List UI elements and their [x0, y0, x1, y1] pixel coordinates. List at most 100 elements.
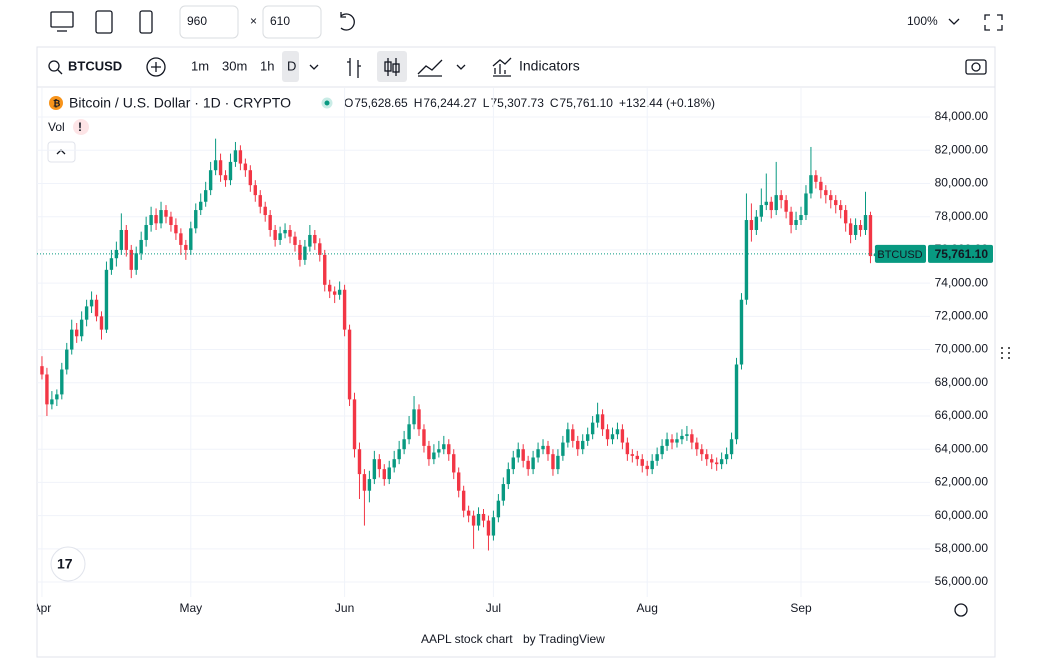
- y-tick-label: 58,000.00: [935, 541, 989, 555]
- candle-body: [710, 459, 714, 463]
- candle-body: [516, 449, 520, 458]
- plot-area: Apr May Jun Jul Aug Sep: [37, 88, 930, 615]
- candle-body: [491, 517, 496, 536]
- candle-body: [402, 439, 406, 450]
- candle-body: [179, 233, 183, 245]
- tv-logo[interactable]: [50, 546, 86, 582]
- tv-logo-glyph: 17: [57, 556, 73, 572]
- price-tag-label: 75,761.10: [935, 247, 989, 261]
- candle-body: [342, 289, 347, 330]
- candle-body: [501, 484, 506, 501]
- candle-body: [739, 299, 744, 365]
- candle-body: [208, 170, 213, 191]
- reset-icon[interactable]: [340, 12, 355, 31]
- interval[interactable]: 1h: [260, 58, 274, 73]
- candle-body: [144, 225, 148, 240]
- x-tick-label: Jul: [486, 601, 501, 615]
- candle-body: [779, 195, 783, 201]
- candle-body: [45, 374, 49, 405]
- symbol[interactable]: BTCUSD: [68, 58, 122, 73]
- candles-icon[interactable]: [387, 58, 397, 76]
- zoom-chevron[interactable]: [948, 18, 960, 25]
- candle-body: [749, 220, 754, 230]
- candle-body: [566, 429, 570, 443]
- candle-body: [546, 445, 550, 455]
- candle-body: [253, 185, 257, 196]
- footer-by: by TradingView: [523, 632, 605, 646]
- times-sign: ×: [250, 14, 257, 28]
- candle-body: [695, 442, 699, 450]
- footer-link[interactable]: AAPL stock chart: [421, 632, 513, 646]
- candle-body: [799, 215, 803, 221]
- y-tick-label: 84,000.00: [935, 109, 989, 123]
- y-tick-label: 68,000.00: [935, 375, 989, 389]
- area-icon[interactable]: [417, 59, 443, 77]
- candle-body: [610, 434, 615, 440]
- collapse-button[interactable]: [47, 141, 76, 163]
- zoom-value[interactable]: 100%: [907, 14, 938, 28]
- phone-icon[interactable]: [139, 10, 153, 34]
- candle-body: [139, 239, 143, 254]
- width-input[interactable]: [179, 5, 239, 39]
- candle-body: [809, 175, 813, 194]
- candle-body: [670, 439, 674, 443]
- candle-body: [561, 442, 565, 456]
- candle-body: [303, 246, 307, 260]
- candle-body: [99, 316, 104, 330]
- y-tick-label: 60,000.00: [935, 508, 989, 522]
- y-tick-label: 80,000.00: [935, 176, 989, 190]
- candle-body: [258, 195, 262, 207]
- candle-body: [774, 195, 778, 211]
- candle-body: [417, 409, 421, 430]
- legend-key: H: [414, 96, 423, 110]
- fullscreen-icon[interactable]: [984, 14, 1003, 31]
- interval[interactable]: 30m: [222, 58, 247, 73]
- candle-body: [660, 445, 664, 455]
- candle-body: [55, 394, 59, 400]
- tablet-icon[interactable]: [95, 10, 113, 34]
- candle-body: [114, 249, 119, 259]
- candle-body: [769, 201, 773, 211]
- vol-warning[interactable]: [73, 119, 89, 135]
- symbol-tag: [875, 244, 926, 263]
- candle-body: [843, 210, 848, 224]
- indicators-button[interactable]: Indicators: [519, 58, 580, 74]
- candle-body: [377, 459, 382, 470]
- candle-body: [839, 205, 843, 211]
- candle-body: [744, 220, 749, 300]
- legend-value: 75,307.73: [490, 96, 544, 110]
- candle-body: [50, 399, 54, 405]
- widget-toolbar: BTCUSD 1m 30m 1h D Indicators: [48, 51, 987, 82]
- compare-icon[interactable]: [146, 57, 166, 77]
- camera-icon[interactable]: [965, 59, 987, 75]
- resize-handle[interactable]: [1001, 347, 1010, 359]
- height-input[interactable]: [262, 5, 322, 39]
- candle-body: [228, 161, 233, 181]
- interval-chevron[interactable]: [309, 64, 319, 70]
- candle-body: [134, 253, 138, 270]
- candle-body: [233, 150, 238, 162]
- settings-icon[interactable]: [954, 603, 968, 617]
- overlays: BTCUSD 75,761.10: [875, 244, 993, 263]
- legend-title: Bitcoin / U.S. Dollar · 1D · CRYPTO: [69, 95, 291, 111]
- style-chevron[interactable]: [456, 64, 466, 70]
- interval[interactable]: 1m: [191, 58, 209, 73]
- candle-body: [298, 244, 302, 260]
- candle-body: [461, 490, 466, 511]
- indicators-icon[interactable]: [492, 57, 512, 77]
- candle-body: [323, 254, 327, 285]
- candle-body: [94, 299, 99, 317]
- candle-body: [605, 429, 610, 440]
- desktop-icon[interactable]: [50, 11, 74, 32]
- candle-body: [337, 289, 342, 295]
- candle-body: [278, 233, 282, 240]
- candle-body: [194, 210, 198, 229]
- search-icon[interactable]: [48, 60, 60, 72]
- interval[interactable]: D: [287, 58, 296, 73]
- candle-body: [794, 220, 798, 226]
- candle-body: [184, 244, 188, 250]
- candle-body: [318, 243, 322, 255]
- legend-key: O: [344, 96, 353, 110]
- candle-body: [734, 364, 739, 440]
- bars-icon[interactable]: [347, 58, 361, 78]
